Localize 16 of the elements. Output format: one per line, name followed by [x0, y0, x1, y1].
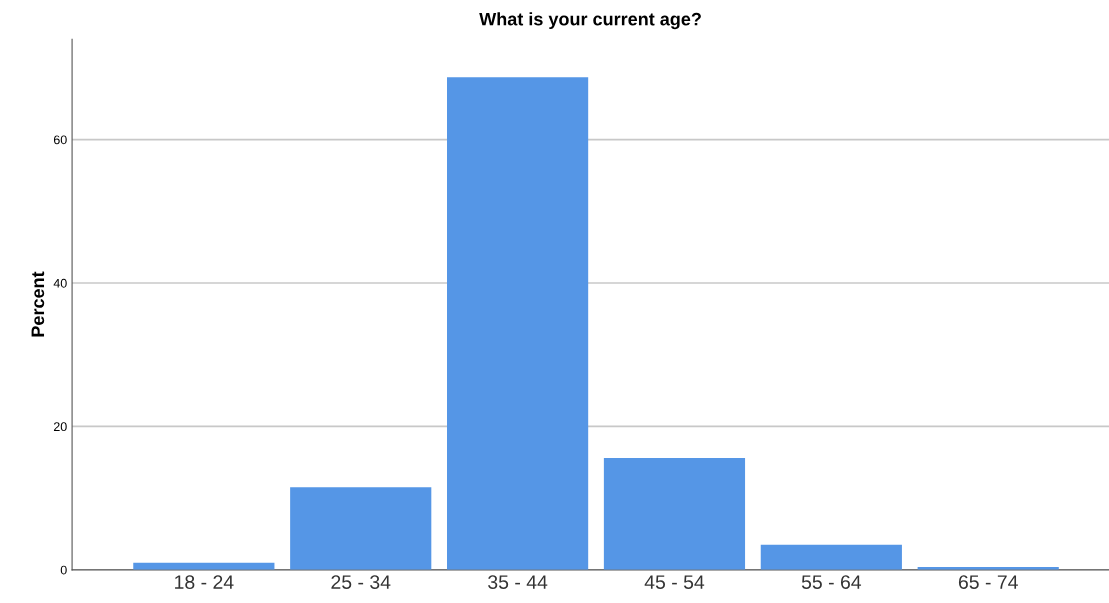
bar	[447, 77, 589, 570]
chart-title: What is your current age?	[479, 12, 701, 30]
y-tick-label: 60	[53, 135, 67, 145]
bar	[760, 544, 902, 570]
x-tick-label: 25 - 34	[331, 575, 391, 589]
bar	[603, 457, 746, 570]
bar	[290, 487, 432, 570]
x-tick-label: 55 - 64	[801, 575, 862, 589]
x-tick-label: 18 - 24	[175, 575, 234, 589]
y-tick-label: 40	[53, 278, 67, 288]
x-tick-label: 35 - 44	[488, 575, 548, 589]
y-tick-label: 20	[53, 422, 67, 432]
y-axis-title: Percent	[31, 271, 45, 337]
x-tick-label: 65 - 74	[958, 575, 1018, 589]
x-tick-label: 45 - 54	[644, 575, 705, 589]
y-tick-label: 0	[60, 565, 67, 575]
